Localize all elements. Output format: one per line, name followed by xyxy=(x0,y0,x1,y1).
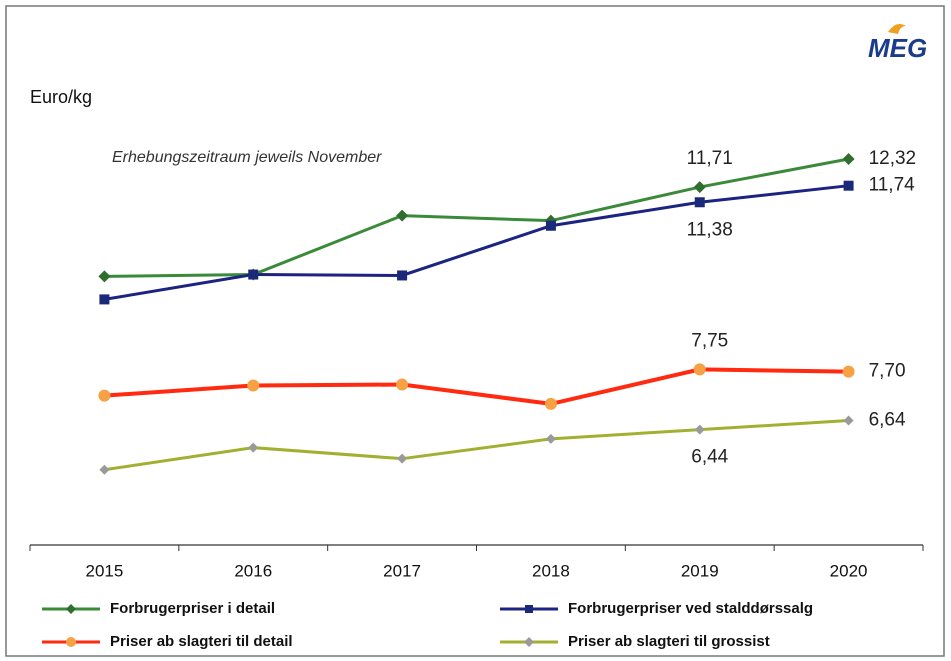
series-line xyxy=(104,367,849,406)
data-label: 6,44 xyxy=(691,447,728,468)
point-marker xyxy=(98,389,111,402)
point-marker xyxy=(843,180,854,191)
legend-label: Forbrugerpriser i detail xyxy=(110,600,275,617)
data-label: 7,70 xyxy=(869,361,906,382)
data-label: 11,71 xyxy=(687,148,733,169)
point-marker xyxy=(98,270,111,283)
point-marker xyxy=(248,442,259,453)
point-marker xyxy=(99,294,110,305)
y-axis-label: Euro/kg xyxy=(30,87,92,107)
point-marker xyxy=(397,270,408,281)
legend-marker xyxy=(524,637,534,647)
data-label: 12,32 xyxy=(869,148,917,169)
legend-label: Forbrugerpriser ved stalddørssalg xyxy=(568,600,813,617)
data-label: 11,38 xyxy=(687,219,733,240)
logo: MEG xyxy=(868,33,927,63)
annotation: Erhebungszeitraum jeweils November xyxy=(112,149,382,166)
point-marker xyxy=(693,181,706,194)
legend-label: Priser ab slagteri til grossist xyxy=(568,633,770,650)
point-marker xyxy=(99,464,110,475)
point-marker xyxy=(842,365,855,378)
point-marker xyxy=(545,433,556,444)
logo-flame xyxy=(888,24,906,34)
series-line xyxy=(104,157,849,278)
point-marker xyxy=(694,197,705,208)
legend-marker xyxy=(66,604,76,614)
point-marker xyxy=(544,397,557,410)
x-tick-label: 2017 xyxy=(383,561,421,580)
point-marker xyxy=(397,453,408,464)
series-line xyxy=(104,418,849,472)
x-tick-label: 2018 xyxy=(532,561,570,580)
point-marker xyxy=(842,152,855,165)
point-marker xyxy=(843,415,854,426)
legend-marker xyxy=(66,637,76,647)
legend-label: Priser ab slagteri til detail xyxy=(110,633,293,650)
x-tick-label: 2015 xyxy=(86,561,124,580)
x-tick-label: 2019 xyxy=(681,561,719,580)
point-marker xyxy=(396,378,409,391)
series-line xyxy=(104,184,849,301)
data-label: 11,74 xyxy=(869,175,916,196)
frame xyxy=(5,5,945,657)
point-marker xyxy=(247,379,260,392)
legend-marker xyxy=(525,605,533,613)
data-label: 6,64 xyxy=(869,409,906,430)
point-marker xyxy=(694,424,705,435)
data-label: 7,75 xyxy=(691,330,728,351)
point-marker xyxy=(396,209,409,222)
x-tick-label: 2016 xyxy=(234,561,272,580)
point-marker xyxy=(693,363,706,376)
point-marker xyxy=(248,269,259,280)
x-tick-label: 2020 xyxy=(830,561,868,580)
point-marker xyxy=(545,220,556,231)
